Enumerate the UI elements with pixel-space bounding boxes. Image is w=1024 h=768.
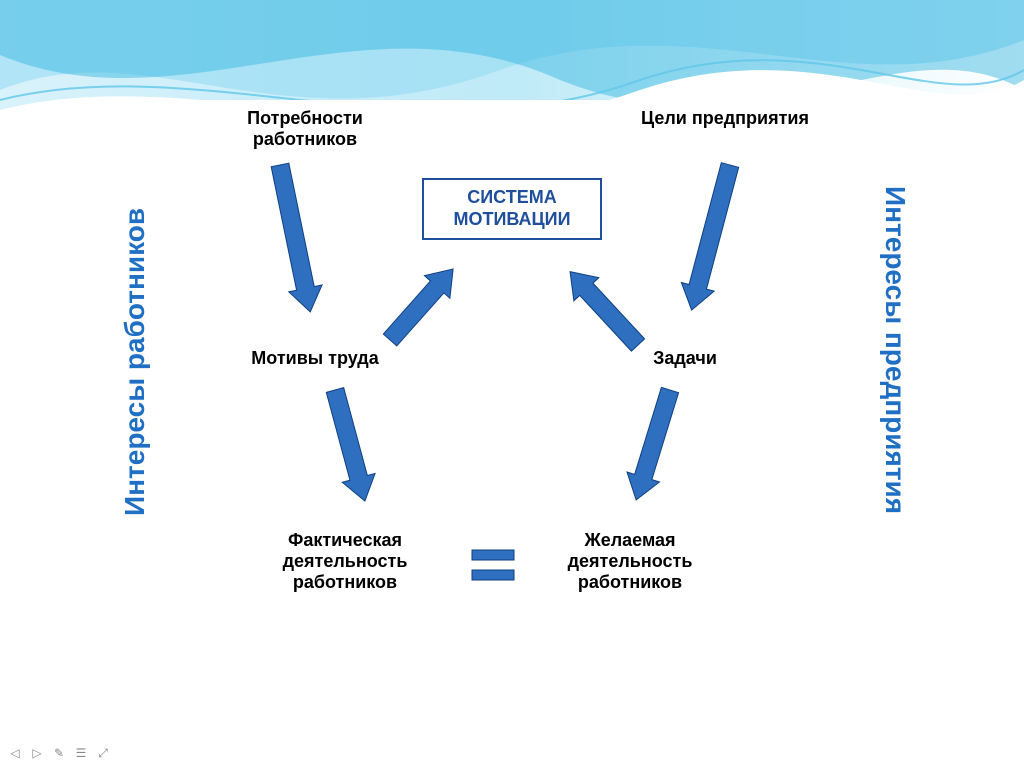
node-goals: Цели предприятия: [630, 108, 820, 129]
forward-icon[interactable]: ▷: [28, 744, 46, 762]
node-tasks: Задачи: [630, 348, 740, 369]
slide-toolbar: ◁ ▷ ✎ ☰ ⤢: [6, 744, 112, 762]
node-needs: Потребности работников: [210, 108, 400, 150]
menu-icon[interactable]: ☰: [72, 744, 90, 762]
pen-icon[interactable]: ✎: [50, 744, 68, 762]
node-motives: Мотивы труда: [230, 348, 400, 369]
center-box: СИСТЕМА МОТИВАЦИИ: [422, 178, 602, 240]
expand-icon[interactable]: ⤢: [94, 744, 112, 762]
node-actual: Фактическая деятельность работников: [245, 530, 445, 593]
center-box-line2: МОТИВАЦИИ: [453, 209, 570, 231]
motivation-diagram: Интересы работников Интересы предприятия…: [90, 100, 930, 670]
node-desired: Желаемая деятельность работников: [530, 530, 730, 593]
equals-icon: [470, 548, 530, 588]
center-box-line1: СИСТЕМА: [467, 187, 556, 209]
back-icon[interactable]: ◁: [6, 744, 24, 762]
